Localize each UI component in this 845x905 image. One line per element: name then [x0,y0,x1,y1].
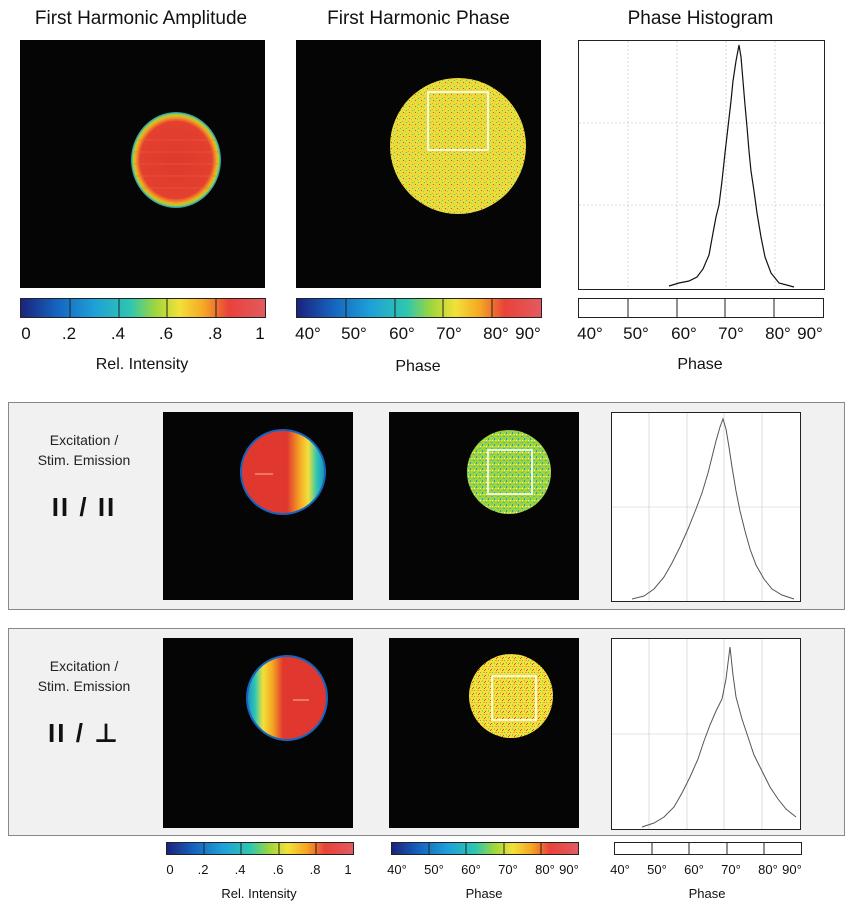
tick-label: 90° [782,862,802,877]
row1-label-line1: Excitation / [49,432,119,448]
tick-label: 90° [797,324,823,343]
phase-axis-label-top: Phase [395,358,441,375]
phase-image-row2 [389,638,579,828]
tick-label: .6 [272,862,284,877]
tick-label: 80° [483,324,509,343]
tick-label: 90° [515,324,541,343]
phase-image-top [296,40,541,288]
histogram-title: Phase Histogram [627,8,774,29]
amplitude-title: First Harmonic Amplitude [34,8,248,29]
row2-label-line1: Excitation / [49,658,119,674]
phase-axis-label-bottom: Phase [465,886,503,901]
tick-label: .2 [197,862,209,877]
phase-histogram-row1 [611,412,801,602]
amplitude-image-row1 [163,412,353,600]
amplitude-image-top [20,40,265,288]
tick-label: 0 [21,324,31,343]
row2-polarization: II / ⊥ [48,718,120,748]
histogram-ticks-top: 40° 50° 60° 70° 80° 90° [577,324,823,346]
tick-label: 1 [344,862,352,877]
tick-label: 40° [295,324,321,343]
tick-label: 80° [765,324,791,343]
intensity-colorbar-bottom [166,842,354,855]
phase-histogram-row2 [611,638,801,830]
histogram-axis-bar-bottom [614,842,802,855]
tick-label: 60° [684,862,704,877]
intensity-ticks-top: 0 .2 .4 .6 .8 1 [20,324,264,346]
tick-label: 1 [255,324,265,343]
phase-image-row1 [389,412,579,600]
tick-label: .8 [309,862,321,877]
tick-label: 40° [577,324,603,343]
tick-label: 40° [387,862,407,877]
tick-label: 70° [718,324,744,343]
tick-label: 70° [436,324,462,343]
phase-ticks-bottom: 40° 50° 60° 70° 80° 90° [387,862,579,880]
tick-label: 60° [389,324,415,343]
roi-box-row1 [487,449,533,495]
tick-label: 40° [610,862,630,877]
tick-label: 70° [721,862,741,877]
histogram-ticks-bottom: 40° 50° 60° 70° 80° 90° [610,862,802,880]
intensity-colorbar-top [20,298,266,318]
tick-label: .8 [207,324,223,343]
phase-colorbar-top [296,298,542,318]
tick-label: 50° [647,862,667,877]
intensity-ticks-bottom: 0 .2 .4 .6 .8 1 [166,862,352,880]
intensity-axis-label-top: Rel. Intensity [95,356,189,373]
phase-histogram-top [578,40,825,290]
tick-label: 90° [559,862,579,877]
row2-label-line2: Stim. Emission [37,678,131,694]
histogram-axis-label-top: Phase [677,356,723,373]
phase-ticks-top: 40° 50° 60° 70° 80° 90° [295,324,541,346]
roi-box-row2 [491,675,537,721]
histogram-axis-bar-top [578,298,824,318]
tick-label: 60° [671,324,697,343]
row2-label: Excitation / Stim. Emission [14,656,154,696]
tick-label: .4 [110,324,126,343]
tick-label: 50° [341,324,367,343]
tick-label: 70° [498,862,518,877]
histogram-axis-label-bottom: Phase [688,886,726,901]
tick-label: 60° [461,862,481,877]
roi-box-top [427,91,489,151]
tick-label: 0 [166,862,174,877]
tick-label: .6 [158,324,174,343]
tick-label: .2 [61,324,77,343]
tick-label: 50° [623,324,649,343]
intensity-axis-label-bottom: Rel. Intensity [221,886,297,901]
row1-label: Excitation / Stim. Emission [14,430,154,470]
tick-label: 80° [535,862,555,877]
tick-label: 50° [424,862,444,877]
tick-label: .4 [234,862,246,877]
phase-title: First Harmonic Phase [327,8,510,29]
row1-label-line2: Stim. Emission [37,452,131,468]
phase-colorbar-bottom [391,842,579,855]
amplitude-image-row2 [163,638,353,828]
row1-polarization: II / II [51,492,117,522]
tick-label: 80° [758,862,778,877]
